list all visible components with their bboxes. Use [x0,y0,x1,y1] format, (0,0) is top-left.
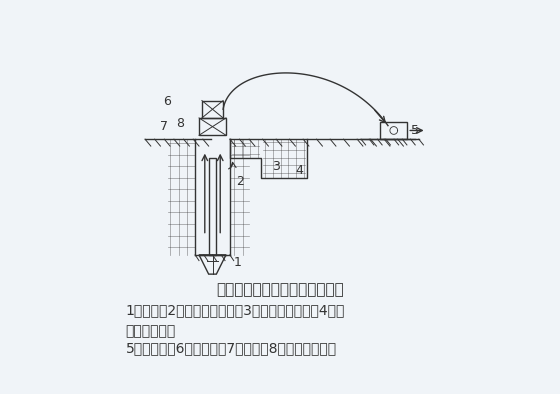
Text: 7: 7 [161,121,169,134]
Text: 3: 3 [272,160,280,173]
Text: 浆池及泥浆；: 浆池及泥浆； [126,324,176,338]
Bar [199,118,226,135]
Bar [380,122,407,139]
Bar [202,100,223,118]
Text: 1一钻头；2一泥浆循环方向；3一沉淀池及沉渣；4一泥: 1一钻头；2一泥浆循环方向；3一沉淀池及沉渣；4一泥 [126,303,345,317]
Text: 6: 6 [164,95,171,108]
Text: 1: 1 [234,256,241,269]
Text: 4: 4 [296,164,304,177]
Text: 5: 5 [411,124,419,137]
Text: 2: 2 [236,175,244,188]
Text: 正循环回转钻进成孔原理示意图: 正循环回转钻进成孔原理示意图 [216,282,344,297]
Text: 8: 8 [176,117,184,130]
Bar [209,158,216,255]
Text: 5一泥浆泵；6一水龙头；7一钻杆；8一钻机回转装置: 5一泥浆泵；6一水龙头；7一钻杆；8一钻机回转装置 [126,342,337,356]
